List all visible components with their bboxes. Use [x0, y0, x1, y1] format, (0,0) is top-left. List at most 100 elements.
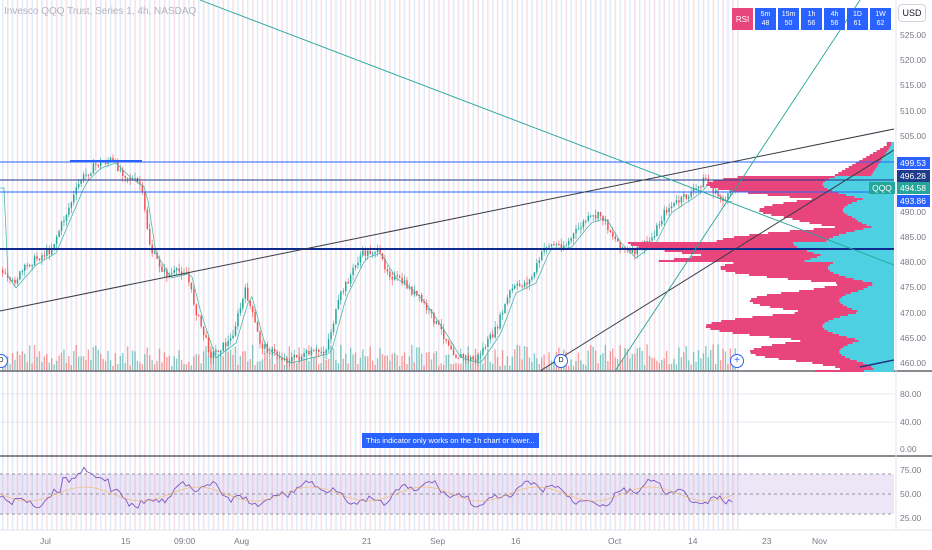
candle-body — [180, 271, 183, 275]
candle-body — [443, 329, 445, 339]
volume-bar — [180, 360, 183, 370]
session-stripe — [697, 0, 700, 530]
candle-body — [477, 354, 479, 362]
volume-bar — [90, 360, 92, 370]
candle-body — [609, 230, 612, 233]
volume-profile-bar — [735, 318, 834, 320]
volume-profile-bar — [737, 176, 835, 178]
candle-body — [85, 174, 87, 176]
volume-profile-bar — [845, 294, 894, 296]
candle-body — [16, 279, 19, 284]
volume-profile-bar — [842, 210, 894, 212]
session-stripe — [335, 0, 337, 530]
volume-profile-bar — [768, 232, 847, 234]
candle-body — [590, 215, 592, 217]
session-stripe — [247, 0, 249, 530]
session-stripe — [609, 0, 612, 530]
candle-body — [28, 264, 31, 267]
volume-bar — [36, 356, 38, 370]
volume-bar — [166, 357, 168, 370]
candle-body — [325, 349, 327, 354]
candle-body — [318, 349, 320, 352]
volume-profile-bar — [783, 202, 853, 204]
volume-bar — [149, 355, 151, 370]
volume-profile-bar — [725, 270, 831, 272]
symbol-title: Invesco QQQ Trust, Series 1, 4h, NASDAQ — [4, 6, 197, 17]
candle-body — [447, 340, 450, 346]
volume-bar — [227, 351, 229, 370]
time-axis-label: 16 — [511, 536, 521, 546]
volume-bar — [369, 346, 371, 370]
session-stripe — [119, 0, 122, 530]
volume-profile-bar — [829, 178, 894, 180]
volume-bar — [273, 364, 276, 370]
volume-bar — [28, 345, 31, 370]
session-stripe — [296, 0, 298, 530]
volume-bar — [624, 347, 626, 370]
candle-body — [320, 351, 322, 353]
session-stripe — [2, 0, 4, 530]
session-stripe — [550, 0, 553, 530]
session-stripe — [692, 0, 695, 530]
candle-body — [675, 200, 678, 203]
candle-body — [11, 279, 14, 281]
session-stripe — [364, 0, 367, 530]
volume-bar — [428, 352, 430, 370]
volume-profile-bar — [840, 316, 894, 318]
volume-bar — [14, 359, 16, 370]
session-stripe — [457, 0, 460, 530]
candle-body — [403, 280, 406, 284]
session-stripe — [668, 0, 670, 530]
volume-bar — [85, 360, 87, 370]
volume-profile-bar — [770, 306, 848, 308]
volume-bar — [482, 363, 484, 370]
candle-body — [418, 294, 420, 296]
volume-bar — [643, 365, 646, 370]
candle-body — [4, 272, 6, 274]
volume-profile-bar — [794, 244, 894, 246]
session-stripe — [217, 0, 220, 530]
candle-body — [95, 163, 97, 165]
add-button[interactable]: + — [730, 354, 744, 368]
dividend-marker[interactable]: D — [554, 354, 568, 368]
volume-bar — [278, 357, 281, 370]
volume-profile-bar — [764, 206, 845, 208]
candle-body — [256, 322, 259, 332]
candle-body — [575, 229, 577, 234]
candle-body — [550, 244, 553, 247]
volume-profile-bar — [838, 172, 873, 174]
volume-bar — [173, 356, 175, 370]
volume-profile-bar — [791, 338, 855, 340]
volume-profile-bar — [839, 352, 894, 354]
session-stripe — [266, 0, 269, 530]
volume-bar — [570, 359, 572, 370]
volume-profile-bar — [759, 304, 844, 306]
volume-bar — [131, 350, 134, 370]
candle-body — [619, 241, 621, 249]
volume-bar — [663, 358, 665, 370]
candle-body — [340, 291, 342, 301]
candle-body — [87, 174, 90, 176]
volume-bar — [281, 358, 283, 370]
volume-profile-bar — [759, 210, 843, 212]
volume-bar — [653, 358, 656, 370]
candle-body — [212, 350, 215, 359]
session-stripe — [570, 0, 572, 530]
volume-profile-bar — [861, 222, 894, 224]
candle-body — [452, 349, 455, 356]
candle-body — [558, 244, 560, 246]
session-stripe — [379, 0, 381, 530]
volume-bar — [612, 348, 614, 370]
candle-body — [202, 326, 205, 336]
moving-average-line — [0, 162, 732, 364]
volume-bar — [567, 365, 570, 370]
candle-body — [398, 276, 401, 278]
price-tag-last: 494.58 — [897, 182, 930, 194]
candle-body — [215, 350, 217, 352]
currency-button[interactable]: USD — [898, 4, 926, 22]
candle-body — [261, 343, 264, 349]
time-axis-label: Nov — [812, 536, 828, 546]
volume-bar — [702, 353, 705, 370]
candle-body — [585, 220, 587, 222]
